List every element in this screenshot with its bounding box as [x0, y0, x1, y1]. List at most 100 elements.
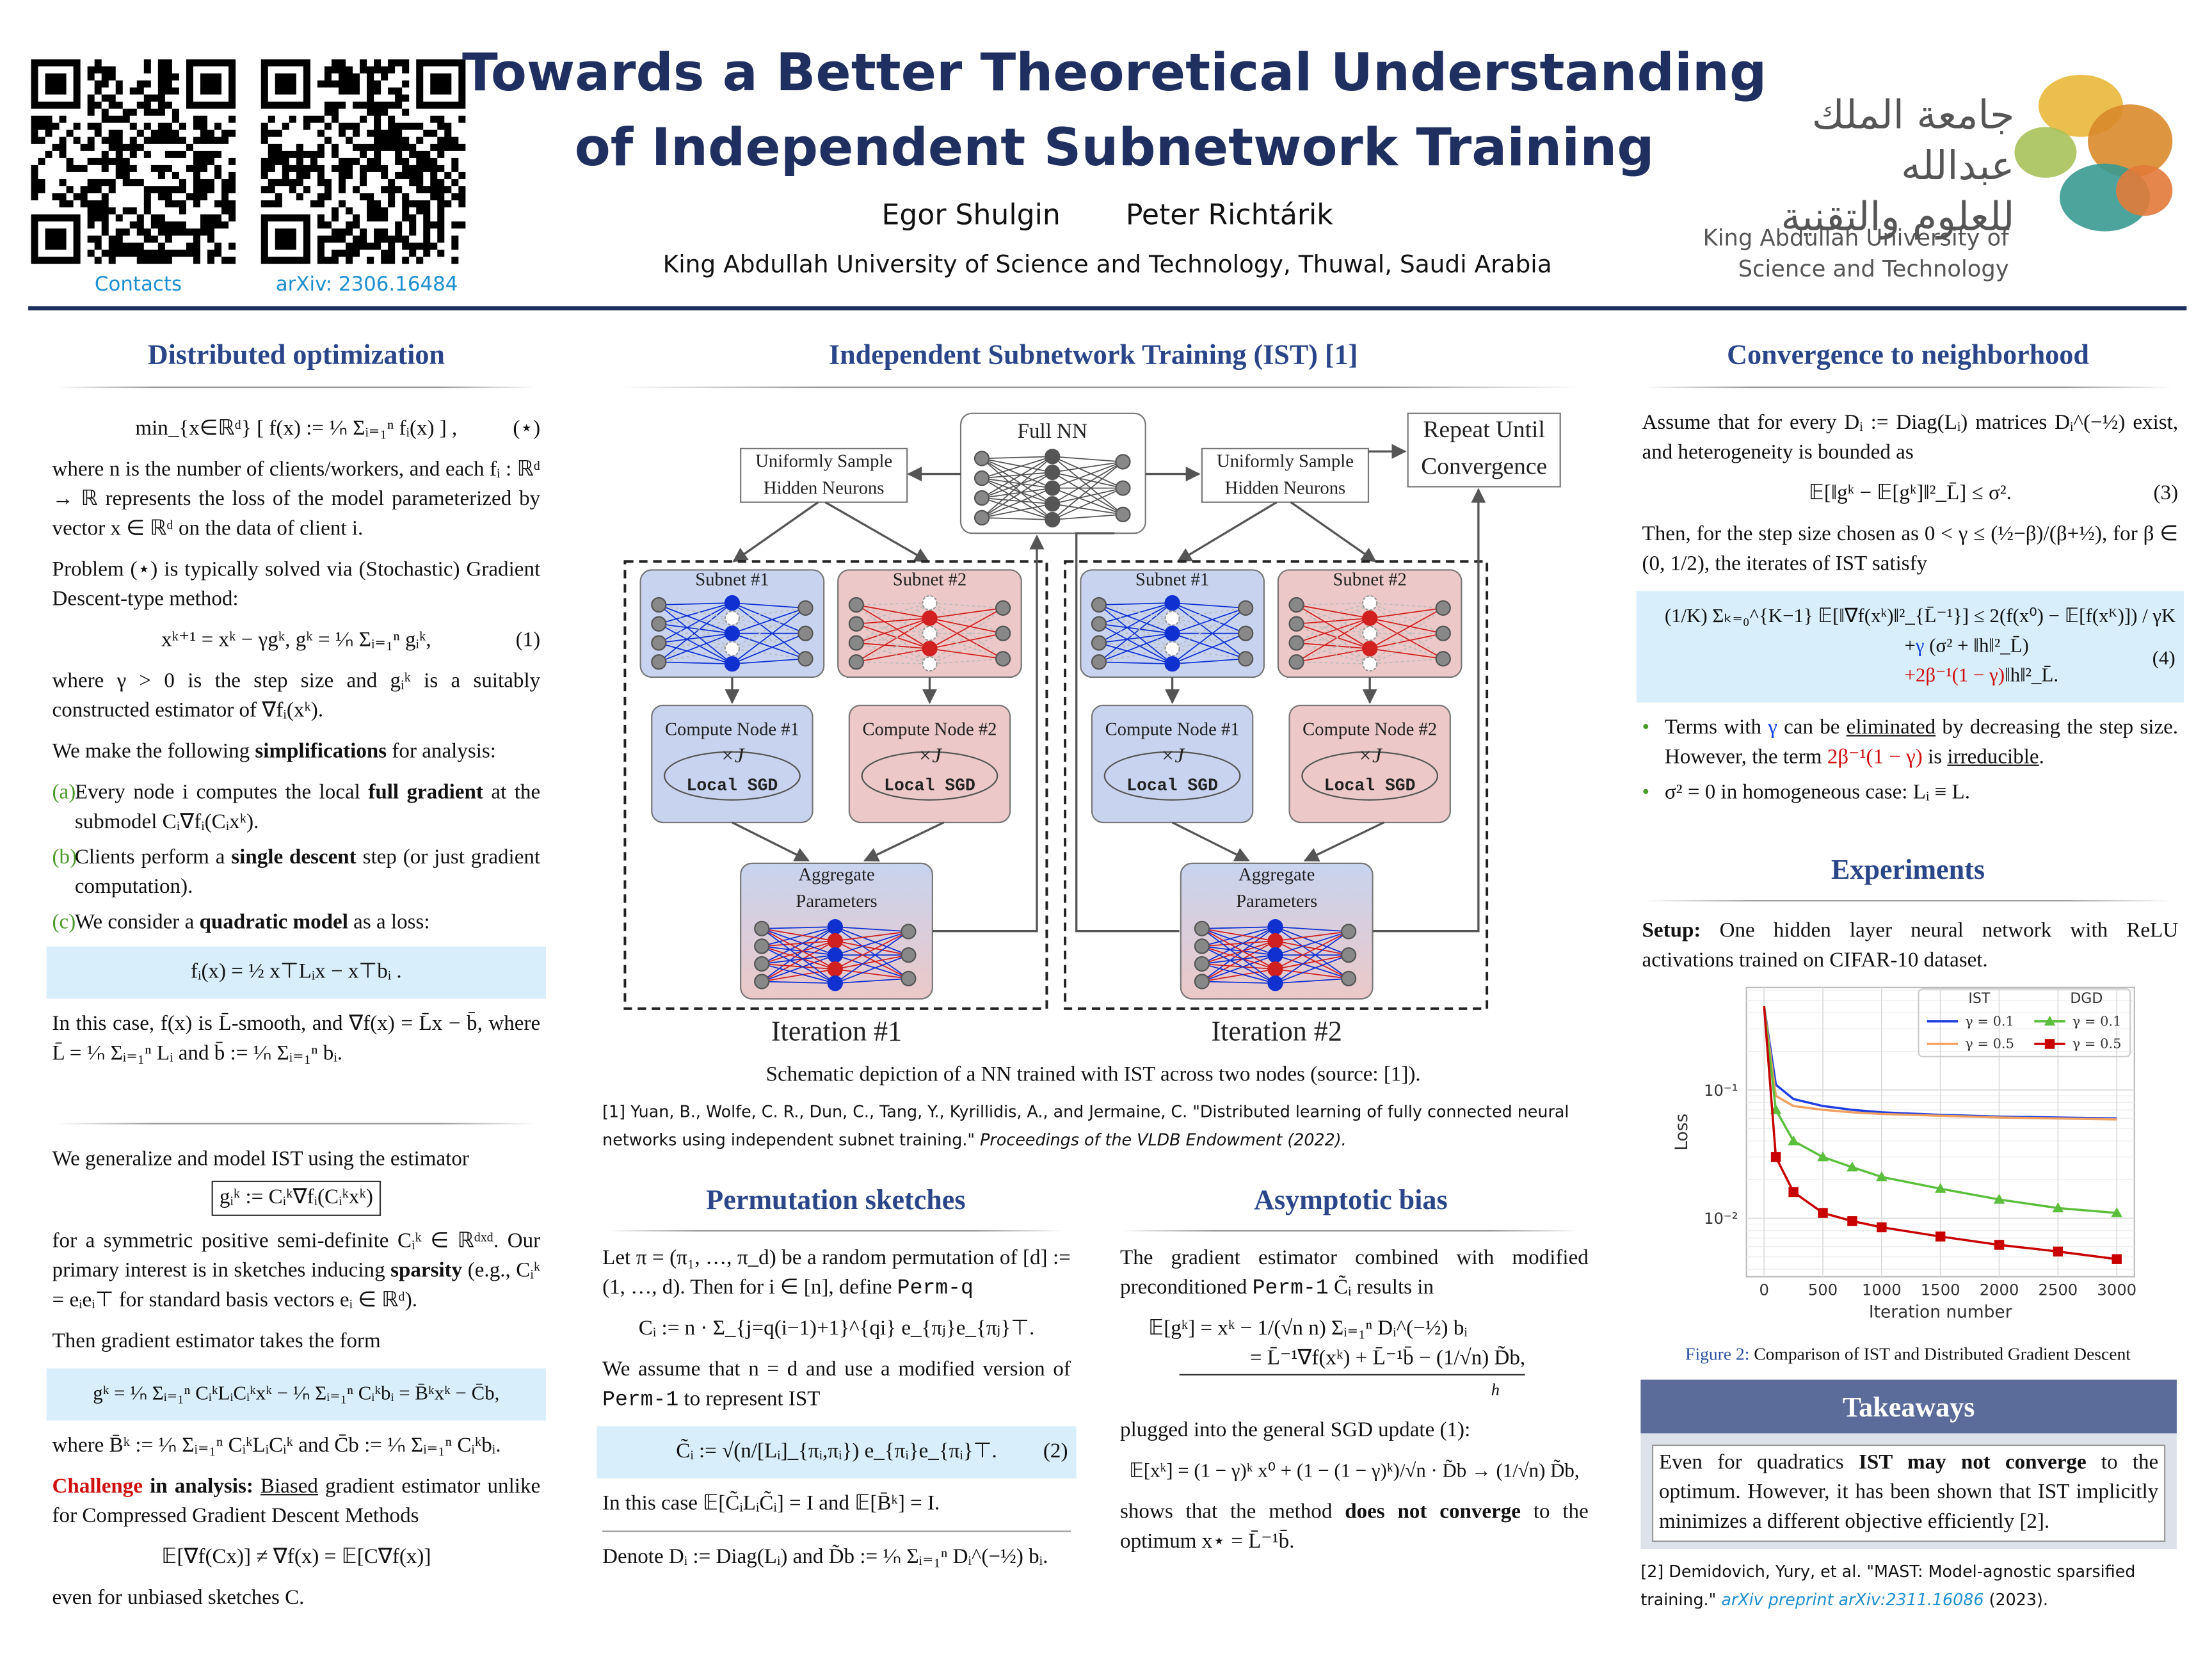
- text: gradient estimator unlike for Compressed…: [52, 1475, 541, 1528]
- bullet: • σ² = 0 in homogeneous case: Lᵢ ≡ L.: [1642, 779, 2179, 808]
- loop: [861, 751, 998, 801]
- network-edge: [1052, 472, 1123, 515]
- y-axis-label: Loss: [1672, 1114, 1692, 1151]
- paragraph: where n is the number of clients/workers…: [52, 458, 541, 541]
- neuron: [1288, 654, 1304, 670]
- network-edge: [1369, 632, 1443, 650]
- network-edge: [1098, 623, 1173, 634]
- section: The gradient estimator combined with mod…: [1120, 1244, 1589, 1569]
- diagram-label: Iteration #2: [1211, 1016, 1342, 1047]
- network-edge: [929, 618, 1004, 660]
- paragraph: We make the following simplifications fo…: [52, 738, 541, 767]
- series-line: [1763, 1006, 2117, 1121]
- network-edge: [1296, 632, 1370, 663]
- paragraph: plugged into the general SGD update (1):: [1120, 1419, 1471, 1442]
- network-edge: [929, 632, 1004, 650]
- text: One hidden layer neural network with ReL…: [1642, 920, 2179, 972]
- text: We assume that n = d and use a modified …: [602, 1358, 1071, 1381]
- network-edge: [761, 928, 836, 956]
- neuron: [1362, 656, 1378, 672]
- y-tick-label: 10⁻¹: [1704, 1081, 1738, 1100]
- network-edge: [1275, 931, 1349, 970]
- neuron: [922, 595, 938, 611]
- qr-code: [260, 59, 466, 264]
- diagram-label: Subnet #1: [1135, 570, 1209, 590]
- equation: fᵢ(x) = ½ x⊤Lᵢx − x⊤bᵢ .: [46, 946, 546, 999]
- list-item: (c) We consider a quadratic model as a lo…: [52, 908, 541, 938]
- figure-label: Figure 2:: [1685, 1344, 1750, 1365]
- network-edge: [1172, 602, 1246, 609]
- network-edge: [1172, 632, 1246, 665]
- network-edge: [1098, 602, 1173, 625]
- network-edge: [732, 607, 806, 634]
- loop: [1103, 751, 1241, 801]
- math: xᵏ⁺¹ = xᵏ − γgᵏ, gᵏ = ¹⁄ₙ Σᵢ₌₁ⁿ gᵢᵏ,: [161, 629, 431, 652]
- network-edge: [981, 487, 1053, 518]
- network-edge: [1295, 604, 1370, 664]
- marker-square: [2112, 1254, 2122, 1264]
- network-edge: [1275, 931, 1349, 956]
- neuron: [922, 641, 938, 657]
- neuron: [1164, 595, 1180, 611]
- network-edge: [1370, 658, 1443, 665]
- network-edge: [981, 487, 1053, 499]
- equation: C̃ᵢ := √(n/[Lᵢ]_{πᵢ,πᵢ}) e_{πᵢ}e_{πᵢ}⊤. (…: [597, 1426, 1077, 1479]
- underline: eliminated: [1846, 716, 1936, 739]
- network-edge: [761, 963, 836, 984]
- network-edge: [835, 931, 909, 984]
- code: Perm-q: [897, 1276, 974, 1301]
- text: [2] Demidovich, Yury, et al. "MAST: Mode…: [1640, 1561, 2136, 1610]
- neuron: [651, 635, 667, 651]
- text: σ² = 0 in homogeneous case: Lᵢ ≡ L.: [1664, 781, 1970, 805]
- network-edge: [835, 954, 909, 979]
- network-edge: [981, 458, 1053, 489]
- network-edge: [1201, 954, 1276, 965]
- code: Perm-1: [1252, 1276, 1329, 1301]
- network-edge: [856, 618, 930, 663]
- network-edge: [761, 928, 836, 970]
- network-edge: [658, 602, 733, 644]
- network-edge: [761, 945, 836, 970]
- paragraph: In this case, f(x) is L̄-smooth, and ∇f(…: [52, 1013, 541, 1066]
- section-heading: Distributed optimization: [147, 340, 445, 371]
- network-edge: [1052, 487, 1123, 505]
- network-edge: [1274, 926, 1349, 979]
- link[interactable]: arXiv: 2306.16484: [275, 273, 458, 296]
- diagram-label: Compute Node #2: [862, 719, 997, 739]
- diagram-label: Local SGD: [687, 776, 778, 796]
- marker-triangle: [1876, 1171, 1887, 1182]
- diagram-label: Parameters: [1236, 891, 1317, 911]
- text: Clients perform a single descent step (o…: [75, 844, 540, 903]
- network-edge: [929, 602, 1004, 660]
- network-edge: [856, 623, 930, 665]
- eq-tag: (2): [1043, 1440, 1068, 1463]
- paragraph: Setup: One hidden layer neural network w…: [1642, 917, 2179, 977]
- network-edge: [856, 642, 930, 650]
- network-edge: [1052, 456, 1123, 489]
- divider: [1121, 1230, 1580, 1232]
- network-edge: [659, 602, 732, 605]
- neuron: [1091, 597, 1107, 613]
- logo-english: King Abdullah University of Science and T…: [1679, 223, 2009, 285]
- neuron: [1362, 641, 1378, 657]
- list-item: (a) Every node i computes the local full …: [52, 779, 541, 838]
- network-edge: [1098, 642, 1173, 665]
- neuron: [724, 641, 741, 657]
- link[interactable]: Contacts: [94, 273, 182, 296]
- network-edge: [1098, 632, 1173, 663]
- network-edge: [1369, 632, 1444, 665]
- bold: full gradient: [368, 781, 483, 805]
- text: [253, 1475, 260, 1498]
- section-heading: Independent Subnetwork Training (IST) [1…: [829, 340, 1358, 371]
- neuron: [754, 938, 770, 954]
- text: The gradient estimator combined with mod…: [1120, 1247, 1589, 1299]
- paragraph: Then gradient estimator takes the form: [52, 1330, 381, 1353]
- network-edge: [761, 926, 836, 982]
- link[interactable]: arXiv preprint arXiv:2311.16086: [1721, 1589, 1984, 1610]
- legend-label: γ = 0.1: [2072, 1013, 2122, 1029]
- logo-shape: [2088, 104, 2173, 178]
- text: [1] Yuan, B., Wolfe, C. R., Dun, C., Tan…: [602, 1102, 1569, 1150]
- text: Clients perform a: [74, 846, 232, 869]
- neuron: [1194, 974, 1210, 990]
- section-heading: Asymptotic bias: [1254, 1185, 1448, 1216]
